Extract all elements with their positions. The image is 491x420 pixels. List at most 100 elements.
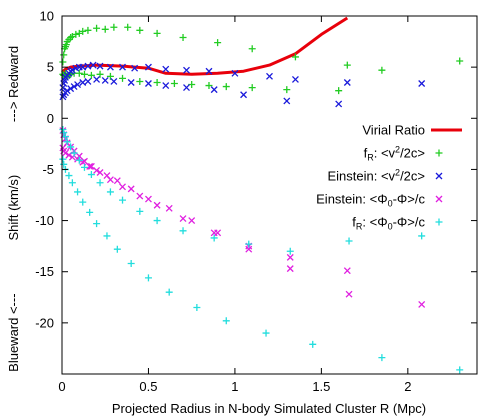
- data-point: [87, 171, 95, 179]
- plot-marks: [59, 16, 464, 374]
- data-point: [248, 84, 256, 92]
- data-point: [68, 179, 76, 187]
- data-point: [84, 78, 92, 85]
- data-point: [165, 204, 173, 212]
- data-point: [179, 215, 187, 222]
- data-point: [110, 23, 118, 31]
- data-point: [162, 65, 170, 73]
- data-point: [162, 82, 170, 90]
- y-axis-label-redward: ---> Redward: [6, 46, 21, 122]
- data-point: [153, 78, 161, 86]
- legend-label: Einstein: <Φ0-Φ>/c: [316, 192, 425, 209]
- y-tick-label: 5: [47, 60, 54, 75]
- data-point: [345, 237, 353, 245]
- data-point: [59, 155, 67, 163]
- y-tick-label: 0: [47, 111, 54, 126]
- legend-plus-swatch: [435, 218, 443, 226]
- data-point: [136, 77, 144, 85]
- data-point: [205, 82, 213, 90]
- data-point: [144, 80, 152, 87]
- data-point: [70, 149, 78, 157]
- data-point: [127, 79, 135, 86]
- data-point: [266, 72, 273, 80]
- data-point: [335, 100, 343, 108]
- data-point: [291, 53, 299, 61]
- data-point: [188, 217, 196, 225]
- data-point: [291, 75, 299, 83]
- data-point: [179, 33, 187, 41]
- data-point: [63, 138, 71, 146]
- data-point: [345, 290, 353, 298]
- series-2: [59, 61, 426, 108]
- data-point: [245, 245, 253, 253]
- plot-frame: [61, 15, 478, 375]
- data-point: [84, 62, 92, 70]
- data-point: [456, 57, 464, 65]
- data-point: [68, 66, 76, 74]
- data-point: [222, 317, 230, 325]
- data-point: [67, 85, 75, 93]
- legend-cross-swatch: [435, 172, 443, 180]
- legend-item: Einstein: <v2/2c>: [327, 168, 443, 184]
- data-point: [214, 229, 222, 237]
- data-point: [127, 260, 135, 268]
- legend-label: fR: <v2/2c>: [364, 145, 425, 163]
- data-point: [240, 91, 248, 99]
- data-point: [205, 67, 213, 75]
- data-point: [456, 366, 464, 374]
- series-4: [59, 126, 464, 374]
- data-point: [65, 172, 73, 180]
- legend-item: fR: <v2/2c>: [364, 145, 443, 163]
- data-point: [101, 76, 109, 84]
- data-point: [75, 69, 83, 77]
- data-point: [183, 66, 190, 74]
- data-point: [79, 79, 87, 86]
- data-point: [309, 340, 317, 348]
- data-point: [286, 253, 294, 261]
- data-point: [343, 79, 351, 86]
- data-point: [79, 63, 87, 71]
- data-point: [193, 304, 201, 312]
- data-point: [343, 267, 351, 275]
- data-point: [378, 354, 386, 362]
- data-point: [70, 83, 78, 91]
- data-point: [72, 30, 80, 38]
- data-point: [80, 70, 88, 78]
- legend-plus-swatch: [435, 149, 443, 157]
- data-point: [286, 265, 294, 273]
- data-point: [61, 149, 69, 157]
- data-point: [80, 163, 88, 171]
- data-point: [84, 26, 92, 34]
- y-tick-label: -15: [35, 264, 54, 279]
- data-point: [124, 23, 132, 31]
- data-point: [113, 177, 121, 185]
- data-point: [86, 208, 94, 216]
- data-point: [96, 179, 104, 187]
- data-point: [183, 84, 190, 92]
- legend-item: Einstein: <Φ0-Φ>/c: [316, 192, 443, 209]
- data-point: [62, 41, 70, 49]
- data-point: [335, 87, 343, 95]
- data-point: [75, 156, 83, 164]
- data-point: [89, 61, 97, 69]
- y-axis-label-blueward: Blueward <---: [6, 293, 21, 371]
- data-point: [87, 71, 95, 79]
- y-axis-label-shift: Shift (km/s): [6, 175, 21, 241]
- data-point: [93, 166, 101, 174]
- data-point: [245, 240, 253, 248]
- data-point: [87, 162, 95, 170]
- data-point: [136, 207, 144, 215]
- legend-item: fR: <Φ0-Φ>/c: [352, 215, 443, 232]
- data-point: [93, 24, 101, 32]
- data-point: [110, 78, 118, 85]
- data-point: [79, 198, 87, 206]
- legend-item: Virial Ratio: [362, 123, 462, 138]
- data-point: [86, 162, 94, 170]
- data-point: [106, 188, 114, 196]
- data-point: [343, 61, 351, 69]
- data-point: [74, 188, 82, 196]
- data-point: [96, 169, 104, 176]
- series-0: [61, 16, 349, 76]
- series-1: [59, 23, 464, 95]
